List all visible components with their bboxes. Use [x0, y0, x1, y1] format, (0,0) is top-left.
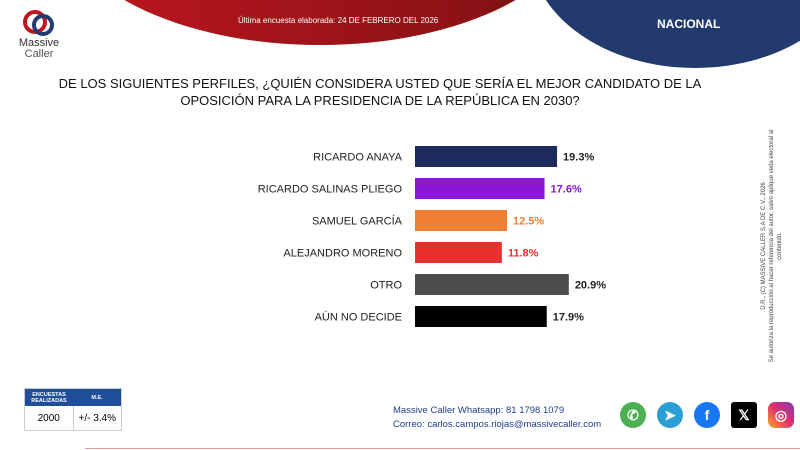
telegram-icon[interactable]: ➤	[657, 402, 683, 428]
data-label: 19.3%	[563, 152, 594, 164]
category-label: AÚN NO DECIDE	[315, 311, 402, 324]
data-label: 17.9%	[553, 312, 584, 324]
instagram-icon[interactable]: ◎	[768, 402, 794, 428]
logo-text-2: Caller	[24, 48, 54, 60]
massive-caller-logo: Massive Caller	[18, 8, 60, 60]
region-label: NACIONAL	[657, 17, 721, 31]
category-label: OTRO	[370, 280, 402, 292]
category-label: RICARDO SALINAS PLIEGO	[258, 184, 403, 196]
surveys-value: 2000	[25, 406, 74, 430]
copyright-line: D.R., (C) MASSIVE CALLER S.A DE C.V., 20…	[761, 182, 767, 310]
logo-icon	[23, 10, 54, 36]
category-label: RICARDO ANAYA	[313, 152, 402, 164]
bar	[415, 210, 507, 231]
header-me: M.E.	[91, 394, 103, 401]
email-label: Correo:	[393, 419, 425, 430]
logo-text-1: Massive	[18, 37, 60, 49]
survey-date: Última encuesta elaborada: 24 DE FEBRERO…	[238, 16, 439, 25]
survey-info-table: ENCUESTAS REALIZADAS M.E. 2000 +/- 3.4%	[24, 388, 122, 431]
category-label: ALEJANDRO MORENO	[283, 248, 402, 260]
data-label: 12.5%	[513, 216, 544, 228]
contact-info: Massive Caller Whatsapp: 81 1798 1079 Co…	[393, 404, 601, 432]
whatsapp-number[interactable]: 81 1798 1079	[506, 405, 565, 416]
question-title: DE LOS SIGUIENTES PERFILES, ¿QUIÉN CONSI…	[58, 76, 702, 108]
data-label: 11.8%	[508, 248, 539, 260]
bar	[415, 146, 558, 167]
bar	[415, 178, 545, 199]
reproduction-note: Se autoriza la reproducción al hacer ref…	[769, 129, 783, 363]
header-blue-banner	[530, 0, 800, 68]
whatsapp-label: Massive Caller Whatsapp:	[393, 405, 504, 416]
bar-chart: RICARDO ANAYA 19.3% RICARDO SALINAS PLIEGO…	[258, 146, 606, 327]
header-surveys: ENCUESTAS REALIZADAS	[31, 391, 67, 404]
bar	[415, 306, 547, 327]
x-icon[interactable]: 𝕏	[731, 402, 757, 428]
footer-divider	[85, 448, 800, 449]
facebook-icon[interactable]: f	[694, 402, 720, 428]
email-link[interactable]: carlos.campos.riojas@massivecaller.com	[427, 419, 602, 430]
whatsapp-icon[interactable]: ✆	[620, 402, 646, 428]
data-label: 17.6%	[551, 184, 582, 196]
bar	[415, 242, 502, 263]
data-label: 20.9%	[575, 280, 606, 292]
social-icons: ✆ ➤ f 𝕏 ◎	[620, 402, 794, 428]
category-label: SAMUEL GARCÍA	[312, 215, 403, 228]
me-value: +/- 3.4%	[78, 412, 117, 424]
bar	[415, 274, 569, 295]
copyright-notice: D.R., (C) MASSIVE CALLER S.A DE C.V., 20…	[760, 116, 784, 376]
